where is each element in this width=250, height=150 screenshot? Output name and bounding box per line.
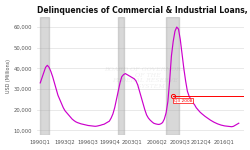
Y-axis label: USD (Millions): USD (Millions) — [6, 59, 10, 93]
Text: BOARD OF GOVERNORS
   OF THE
FEDERAL RESERVE
      SYSTEM: BOARD OF GOVERNORS OF THE FEDERAL RESERV… — [104, 67, 185, 89]
Text: Q3 2008: Q3 2008 — [174, 99, 192, 102]
Bar — [118, 17, 124, 135]
Bar — [166, 17, 178, 135]
Text: Delinquencies of Commercial & Industrial Loans, All Banks: Delinquencies of Commercial & Industrial… — [37, 6, 250, 15]
Bar — [40, 17, 49, 135]
